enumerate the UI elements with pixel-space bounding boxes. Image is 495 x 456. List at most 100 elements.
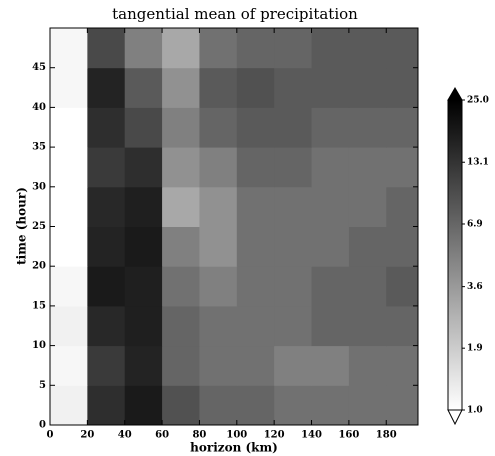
heatmap-cell [87,28,126,69]
x-tick-label: 80 [192,430,206,441]
heatmap-cell [311,186,350,227]
heatmap-cell [348,28,387,69]
heatmap-cell [386,67,418,108]
heatmap-cell [311,305,350,347]
heatmap-cell [311,345,350,386]
heatmap-cell [311,266,350,307]
heatmap-cell [162,107,200,148]
heatmap-cell [87,147,126,188]
heatmap-cell [50,345,88,386]
heatmap-cell [386,107,418,148]
heatmap-cell [386,345,418,386]
heatmap-cell [162,147,200,188]
y-tick-label: 0 [39,420,46,431]
heatmap-cell [199,107,238,148]
heatmap-cell [124,67,163,108]
x-tick-label: 60 [155,430,169,441]
heatmap-cell [50,107,88,148]
heatmap-cell [87,266,126,307]
heatmap-cell [87,186,126,227]
heatmap-cell [87,107,126,148]
heatmap-cell [124,345,163,386]
heatmap-cell [274,28,313,69]
colorbar-tick-label: 13.1 [467,158,489,168]
heatmap-cell [236,385,275,425]
colorbar-tick-label: 3.6 [467,282,483,292]
colorbar-extend-top [447,87,463,101]
heatmap-cell [311,107,350,148]
heatmap-cell [236,266,275,307]
heatmap-cell [348,226,387,267]
heatmap-cell [386,385,418,425]
heatmap-cell [87,385,126,425]
heatmap-cell [50,28,88,69]
colorbar-extend-bottom [447,409,463,426]
heatmap-cell [348,305,387,347]
heatmap-cell [311,385,350,425]
heatmap-cell [199,67,238,108]
colorbar-tick-label: 25.0 [467,96,489,106]
x-axis-label: horizon (km) [190,441,278,455]
heatmap-cell [124,186,163,227]
y-tick-label: 45 [32,62,46,73]
y-tick-label: 5 [39,380,46,391]
heatmap-cell [124,28,163,69]
heatmap-cell [274,345,313,386]
heatmap-cell [236,186,275,227]
heatmap-cell [236,147,275,188]
heatmap-cell [348,266,387,307]
heatmap-cell [199,385,238,425]
heatmap-cell [311,28,350,69]
heatmap-cell [124,305,163,347]
heatmap-cell [87,226,126,267]
heatmap-cell [124,266,163,307]
heatmap-cell [274,186,313,227]
heatmap-cell [50,147,88,188]
y-tick-label: 15 [32,300,46,311]
heatmap-cell [236,305,275,347]
heatmap-cell [348,107,387,148]
heatmap-cell [386,266,418,307]
x-tick-label: 140 [301,430,322,441]
heatmap-cell [162,226,200,267]
x-tick-label: 100 [226,430,247,441]
heatmap-cell [386,226,418,267]
heatmap-cell [311,67,350,108]
heatmap-cell [162,186,200,227]
heatmap-cell [162,266,200,307]
y-tick-label: 40 [32,102,46,113]
heatmap-cell [236,28,275,69]
y-tick-label: 25 [32,221,46,232]
heatmap-cell [87,67,126,108]
heatmap-cell [274,385,313,425]
x-tick-label: 20 [80,430,94,441]
heatmap-cell [162,305,200,347]
heatmap-cell [50,385,88,425]
x-tick-label: 180 [376,430,397,441]
heatmap-cell [274,67,313,108]
heatmap-cell [87,305,126,347]
x-tick-label: 0 [47,430,54,441]
heatmap-cell [199,28,238,69]
heatmap-cell [199,226,238,267]
heatmap-cell [274,305,313,347]
heatmap-cell [348,385,387,425]
heatmap-cell [50,186,88,227]
heatmap-cell [199,147,238,188]
heatmap-cell [124,107,163,148]
heatmap-cell [87,345,126,386]
y-axis-label: time (hour) [15,187,29,265]
heatmap-cell [386,186,418,227]
heatmap-cell [162,67,200,108]
heatmap-cell [50,67,88,108]
heatmap-cell [199,305,238,347]
y-tick-label: 35 [32,142,46,153]
heatmap-cell [348,345,387,386]
heatmap-cell [124,226,163,267]
heatmap-cell [50,266,88,307]
y-tick-label: 30 [32,181,46,192]
heatmap-cell [236,226,275,267]
x-tick-label: 120 [264,430,285,441]
heatmap-cell [124,385,163,425]
heatmap-cell [311,226,350,267]
